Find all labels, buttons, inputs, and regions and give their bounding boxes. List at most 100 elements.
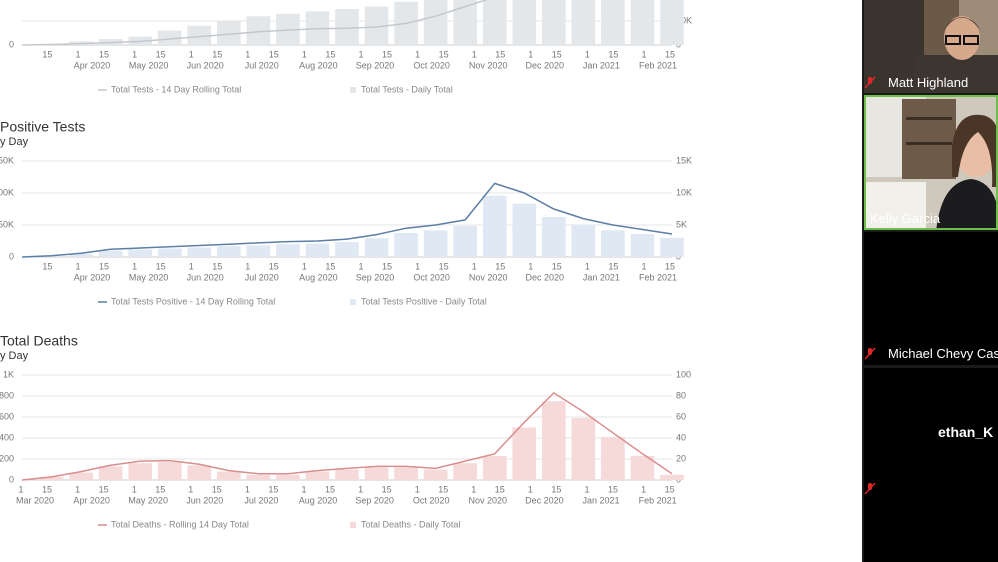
x-tick-day: 1	[189, 49, 194, 59]
line	[21, 182, 673, 258]
x-tick-mid: 15	[551, 484, 561, 494]
chart-subtitle: y Day	[0, 136, 29, 148]
x-tick-month: May 2020	[129, 60, 169, 70]
bar	[660, 474, 684, 480]
tick-label: 50K	[0, 219, 14, 229]
bar	[39, 476, 64, 480]
x-tick-mid: 15	[325, 49, 335, 59]
x-tick-mid: 15	[99, 49, 109, 59]
x-tick-mid: 15	[495, 49, 505, 59]
chart-title: Total Deaths	[0, 333, 78, 349]
x-tick-day: 1	[75, 261, 80, 271]
x-tick-mid: 15	[269, 261, 279, 271]
x-tick-mid: 15	[155, 484, 165, 494]
legend-label: Total Tests - Daily Total	[361, 84, 453, 94]
bar	[542, 217, 566, 257]
bar	[453, 0, 477, 45]
x-tick-month: Aug 2020	[299, 60, 338, 70]
x-tick-month: Feb 2021	[639, 272, 677, 282]
tick-label: 100K	[0, 187, 14, 197]
participant-name: Michael Chevy Cas	[888, 346, 998, 361]
chart-subtitle: y Day	[0, 350, 29, 362]
bar	[630, 455, 655, 480]
x-tick-mid: 15	[325, 484, 335, 494]
x-tick-mid: 15	[665, 49, 675, 59]
x-tick-month: May 2020	[129, 272, 169, 282]
bar	[601, 436, 625, 480]
x-tick-day: 1	[132, 49, 137, 59]
bar	[246, 245, 271, 257]
x-tick-day: 1	[302, 261, 307, 271]
x-tick-mid: 15	[552, 49, 562, 59]
x-tick-month: Sep 2020	[356, 272, 395, 282]
x-tick-month: Jan 2021	[583, 272, 620, 282]
x-tick-day: 1	[358, 484, 363, 494]
bar	[423, 230, 448, 257]
x-tick-month: Jun 2020	[186, 495, 223, 505]
bar	[187, 247, 212, 257]
bar	[364, 467, 389, 480]
legend-swatch	[350, 299, 356, 305]
bar	[246, 16, 271, 45]
x-tick-month: Dec 2020	[525, 495, 564, 505]
video-tile[interactable]: Michael Chevy Cas	[864, 232, 998, 365]
tick-label: 5K	[676, 219, 687, 229]
bar	[217, 471, 241, 480]
line	[21, 391, 673, 481]
bar	[69, 472, 93, 480]
tick-label: 1K	[3, 369, 14, 379]
bar	[571, 0, 596, 45]
tick-label: 150K	[0, 155, 14, 165]
x-tick-mid: 15	[99, 484, 109, 494]
bar	[157, 30, 182, 45]
bar	[187, 25, 212, 45]
x-tick-day: 1	[358, 49, 363, 59]
x-tick-mid: 15	[439, 261, 449, 271]
bar	[571, 225, 596, 257]
x-tick-mid: 15	[495, 261, 505, 271]
x-tick-mid: 15	[552, 261, 562, 271]
tick-label: 15K	[676, 155, 692, 165]
x-tick-month: Nov 2020	[469, 60, 508, 70]
x-tick-mid: 15	[665, 261, 675, 271]
x-tick-day: 1	[415, 261, 420, 271]
video-tile[interactable]: Kelly Garcia	[864, 95, 998, 230]
bar	[128, 463, 152, 480]
x-tick-month: Jun 2020	[187, 272, 224, 282]
tick-label: 20	[676, 453, 686, 463]
line	[21, 0, 672, 46]
legend-label: Total Tests Positive - Daily Total	[361, 296, 487, 306]
x-tick-mid: 15	[156, 49, 166, 59]
bar	[187, 465, 212, 480]
bar	[246, 474, 271, 480]
bar	[157, 462, 182, 480]
bar	[98, 466, 123, 480]
legend-label: Total Deaths - Rolling 14 Day Total	[111, 519, 249, 529]
bar	[276, 244, 300, 257]
bar	[512, 427, 537, 480]
x-tick-day: 1	[75, 484, 80, 494]
x-tick-mid: 15	[156, 261, 166, 271]
bar	[39, 255, 64, 257]
participant-panel: Matt Highland Kelly Garcia Michael Chevy…	[862, 0, 998, 562]
x-tick-day: 1	[528, 484, 533, 494]
x-tick-month: Feb 2021	[639, 495, 677, 505]
bar	[482, 0, 507, 45]
legend-swatch	[350, 87, 356, 93]
bar	[482, 455, 507, 480]
video-tile[interactable]: ethan_K	[864, 368, 998, 562]
bar	[482, 195, 507, 257]
x-tick-month: Oct 2020	[413, 272, 450, 282]
tick-label: 600	[0, 411, 14, 421]
muted-icon	[864, 482, 876, 495]
bar	[394, 467, 418, 480]
x-tick-day: 1	[301, 484, 306, 494]
bar	[217, 246, 241, 257]
bar	[630, 234, 655, 257]
video-tile[interactable]: Matt Highland	[864, 0, 998, 93]
x-tick-day: 1	[641, 49, 646, 59]
x-tick-month: Aug 2020	[299, 272, 338, 282]
bar	[128, 249, 152, 257]
chart-title: Positive Tests	[0, 119, 85, 135]
